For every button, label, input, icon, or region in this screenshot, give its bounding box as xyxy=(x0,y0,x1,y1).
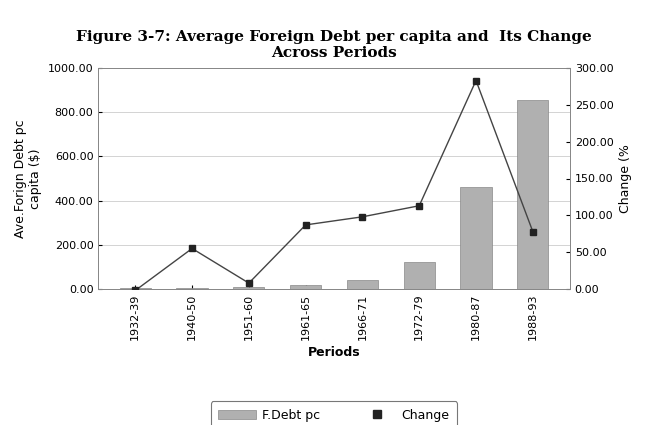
Y-axis label: Change (%: Change (% xyxy=(619,144,632,213)
X-axis label: Periods: Periods xyxy=(308,346,360,359)
Bar xyxy=(460,187,492,289)
Bar xyxy=(233,287,265,289)
Bar xyxy=(403,263,435,289)
Title: Figure 3-7: Average Foreign Debt per capita and  Its Change
Across Periods: Figure 3-7: Average Foreign Debt per cap… xyxy=(76,30,592,60)
Bar xyxy=(347,280,378,289)
Bar xyxy=(176,288,208,289)
Legend: F.Debt pc, Change: F.Debt pc, Change xyxy=(211,401,457,425)
Bar xyxy=(517,100,548,289)
Bar xyxy=(290,285,321,289)
Y-axis label: Ave.Forign Debt pc
capita ($): Ave.Forign Debt pc capita ($) xyxy=(14,119,42,238)
